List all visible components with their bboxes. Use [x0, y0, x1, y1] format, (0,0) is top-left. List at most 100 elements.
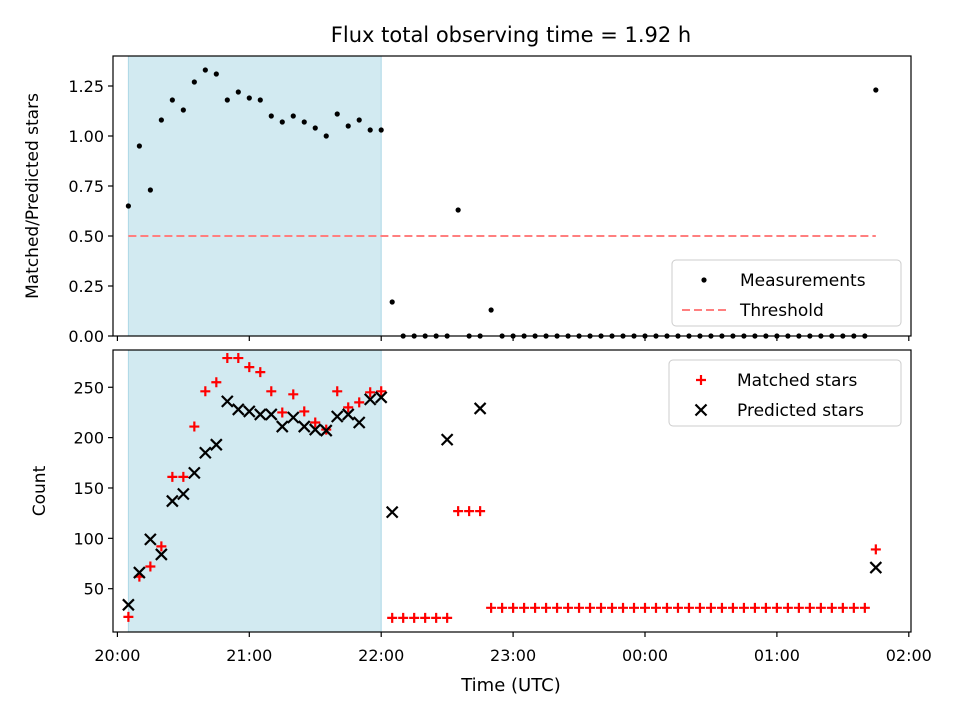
matched-star-point	[354, 397, 365, 408]
matched-star-point	[749, 602, 760, 613]
matched-star-point	[727, 602, 738, 613]
predicted-star-point	[473, 402, 487, 415]
measurement-point	[202, 67, 208, 73]
predicted-star-point	[144, 533, 157, 546]
matched-star-point	[782, 602, 793, 613]
matched-star-point	[497, 602, 508, 613]
y-tick-label: 0.75	[68, 177, 104, 196]
predicted-star-point	[199, 446, 212, 460]
predicted-star-point	[254, 408, 267, 421]
predicted-star-point	[330, 410, 344, 423]
matched-star-point	[178, 471, 189, 482]
legend-predicted-swatch	[694, 403, 708, 417]
predicted-star-point	[166, 494, 179, 508]
legend	[668, 359, 902, 427]
measurement-point	[367, 127, 373, 133]
predicted-star-point	[188, 466, 201, 480]
y-axis-label: Matched/Predicted stars	[23, 93, 43, 299]
predicted-star-point	[155, 548, 168, 561]
ratio-panel: Matched/Predicted stars 0.00 0.25 0.50 0.75 1…	[23, 55, 912, 346]
measurement-point	[323, 133, 329, 139]
y-tick-label: 1.00	[68, 127, 104, 146]
matched-star-point	[123, 611, 134, 622]
x-tick-label: 22:00	[358, 646, 404, 665]
y-tick-label: 0.50	[68, 227, 104, 246]
measurement-point	[257, 97, 263, 103]
predicted-star-point	[363, 393, 377, 406]
measurement-point	[301, 119, 307, 125]
measurement-point	[488, 307, 494, 313]
measurement-point	[191, 79, 197, 85]
matched-star-point	[694, 602, 705, 613]
matched-star-point	[585, 602, 596, 613]
legend-label: Measurements	[740, 271, 866, 291]
matched-star-point	[365, 387, 376, 398]
matched-star-point	[288, 389, 299, 400]
legend-label: Threshold	[739, 301, 824, 321]
predicted-star-point	[385, 505, 399, 519]
matched-star-point	[244, 362, 255, 373]
matched-star-point	[848, 602, 859, 613]
matched-star-point	[189, 421, 200, 432]
measurement-point	[224, 97, 230, 103]
matched-star-point	[299, 406, 310, 417]
legend-label: Predicted stars	[737, 401, 864, 421]
measurement-point	[169, 97, 175, 103]
matched-star-point	[607, 602, 618, 613]
matched-star-point	[508, 602, 519, 613]
predicted-star-point	[265, 408, 278, 421]
predicted-star-point	[221, 395, 234, 408]
matched-star-point	[672, 602, 683, 613]
matched-star-point	[530, 602, 541, 613]
predicted-star-point	[440, 433, 454, 446]
y-tick-label: 150	[73, 479, 104, 498]
matched-star-point	[409, 612, 420, 623]
measurement-point	[279, 119, 285, 125]
measurement-point	[147, 187, 153, 193]
measurement-point	[345, 123, 351, 129]
matched-star-point	[332, 386, 343, 397]
axes-frame	[112, 349, 912, 633]
matched-star-point	[705, 602, 716, 613]
matched-star-point	[640, 602, 650, 613]
predicted-star-point	[122, 598, 135, 612]
matched-star-point	[255, 367, 266, 378]
matched-star-point	[200, 386, 211, 397]
predicted-star-point	[869, 561, 883, 574]
predicted-star-point	[374, 391, 388, 404]
matched-star-point	[771, 602, 782, 613]
matched-star-point	[145, 561, 156, 572]
measurement-point	[268, 113, 274, 119]
matched-star-point	[793, 602, 804, 613]
matched-star-point	[398, 612, 409, 623]
matched-star-point	[343, 402, 354, 413]
measurement-point	[136, 143, 142, 149]
matched-star-point	[738, 602, 749, 613]
matched-star-point	[464, 506, 475, 517]
legend	[671, 259, 902, 327]
x-tick-label: 02:00	[886, 646, 932, 665]
matched-star-point	[266, 386, 277, 397]
count-panel: Count 50 100 150 200 250 20:00 21:00 22:00 23:00 0…	[30, 349, 932, 665]
matched-star-point	[826, 602, 837, 613]
matched-star-point	[211, 377, 222, 388]
x-tick-label: 00:00	[622, 646, 668, 665]
matched-star-point	[815, 602, 826, 613]
x-tick-label: 01:00	[754, 646, 800, 665]
chart-title: Flux total observing time = 1.92 h	[331, 23, 691, 47]
matched-star-point	[541, 602, 552, 613]
matched-star-point	[486, 602, 497, 613]
predicted-star-point	[133, 566, 146, 579]
matched-star-point	[837, 602, 848, 613]
predicted-star-point	[341, 408, 355, 421]
measurement-point	[213, 71, 219, 77]
matched-star-point	[650, 602, 661, 613]
y-axis-label: Count	[30, 465, 50, 516]
matched-star-point	[563, 602, 574, 613]
measurement-point	[356, 117, 362, 123]
matched-star-point	[596, 602, 607, 613]
matched-star-point	[859, 602, 870, 613]
matched-star-point	[716, 602, 727, 613]
matched-star-point	[870, 544, 881, 555]
